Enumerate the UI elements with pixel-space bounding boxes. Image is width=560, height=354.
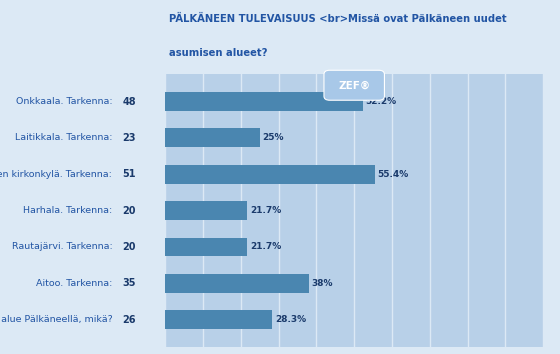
Text: asumisen alueet?: asumisen alueet?: [169, 47, 268, 58]
Text: 26: 26: [122, 315, 136, 325]
Bar: [165, 238, 247, 256]
Text: Aitoo. Tarkenna:: Aitoo. Tarkenna:: [36, 279, 113, 288]
Text: 28.3%: 28.3%: [275, 315, 306, 324]
Bar: [165, 274, 309, 293]
Text: 21.7%: 21.7%: [250, 206, 282, 215]
Text: 48: 48: [122, 97, 136, 107]
Text: Laitikkala. Tarkenna:: Laitikkala. Tarkenna:: [15, 133, 113, 142]
Text: 52.2%: 52.2%: [366, 97, 396, 106]
Text: Rautajärvi. Tarkenna:: Rautajärvi. Tarkenna:: [12, 242, 113, 251]
Text: Muu alue Pälkäneellä, mikä?: Muu alue Pälkäneellä, mikä?: [0, 315, 113, 324]
Text: 20: 20: [122, 206, 136, 216]
Text: 35: 35: [122, 278, 136, 288]
Bar: [165, 165, 375, 184]
Bar: [165, 201, 247, 220]
Text: 55.4%: 55.4%: [377, 170, 409, 179]
Bar: [165, 92, 362, 111]
Text: 21.7%: 21.7%: [250, 242, 282, 251]
Text: 38%: 38%: [312, 279, 333, 288]
Bar: [165, 129, 260, 147]
Text: 25%: 25%: [263, 133, 284, 142]
Text: Onkkaala. Tarkenna:: Onkkaala. Tarkenna:: [16, 97, 113, 106]
Text: Luopioisten kirkonkylä. Tarkenna:: Luopioisten kirkonkylä. Tarkenna:: [0, 170, 113, 179]
FancyBboxPatch shape: [324, 70, 384, 100]
Text: ZEF®: ZEF®: [338, 80, 370, 90]
Text: PÄLKÄNEEN TULEVAISUUS <br>Missä ovat Pälkäneen uudet: PÄLKÄNEEN TULEVAISUUS <br>Missä ovat Päl…: [169, 14, 507, 24]
Text: 51: 51: [122, 169, 136, 179]
Text: 23: 23: [122, 133, 136, 143]
Text: 20: 20: [122, 242, 136, 252]
Text: Harhala. Tarkenna:: Harhala. Tarkenna:: [23, 206, 113, 215]
Bar: [165, 310, 272, 329]
